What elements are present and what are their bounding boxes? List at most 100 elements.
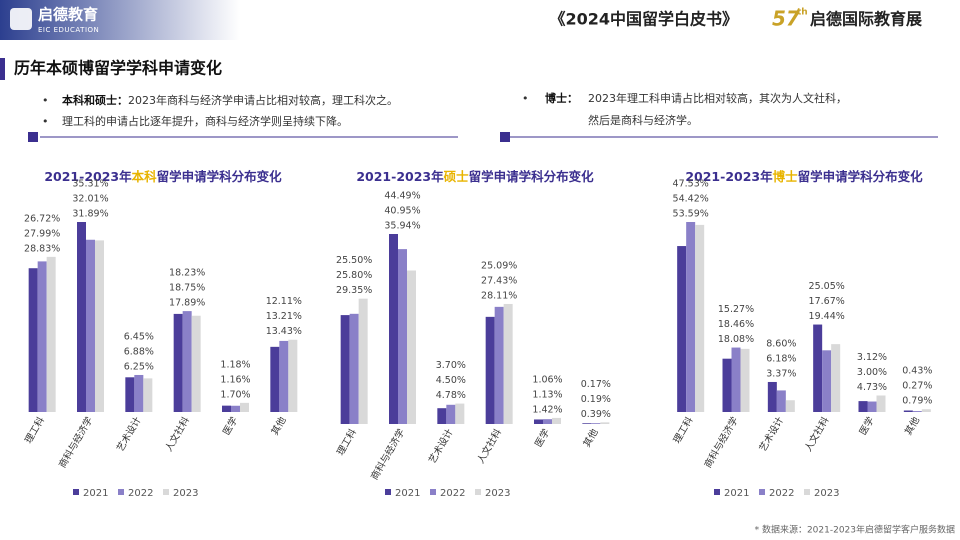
value-label: 6.88% bbox=[124, 346, 154, 357]
value-label: 6.45% bbox=[124, 331, 154, 342]
value-label: 17.67% bbox=[809, 296, 845, 307]
value-label: 6.18% bbox=[766, 353, 796, 364]
bar bbox=[389, 234, 398, 424]
chart-title-part: 2021-2023年 bbox=[356, 169, 444, 184]
value-label: 25.05% bbox=[809, 281, 845, 292]
bar bbox=[912, 411, 922, 412]
bar bbox=[876, 395, 886, 412]
legend-label: 2021 bbox=[83, 488, 108, 499]
value-label: 0.39% bbox=[581, 409, 611, 420]
chart-title-part: 博士 bbox=[773, 169, 799, 184]
legend-swatch bbox=[759, 489, 765, 495]
section-title: 历年本硕博留学学科申请变化 bbox=[14, 59, 222, 78]
chart-title-part: 2021-2023年 bbox=[44, 169, 132, 184]
chart-title-part: 留学申请学科分布变化 bbox=[798, 169, 924, 184]
bar bbox=[591, 423, 601, 424]
bar bbox=[270, 346, 280, 412]
bar bbox=[77, 222, 86, 412]
book-title: 《2024中国留学白皮书》 bbox=[549, 10, 738, 29]
bar bbox=[785, 400, 795, 412]
note-text: 然后是商科与经济学。 bbox=[588, 113, 698, 127]
bar bbox=[776, 390, 786, 412]
chart-title-part: 留学申请学科分布变化 bbox=[469, 169, 595, 184]
bullet: • bbox=[522, 92, 529, 105]
section-marker bbox=[0, 58, 5, 80]
legend-swatch bbox=[804, 489, 810, 495]
note-label: 本科和硕士： bbox=[62, 93, 128, 107]
legend-label: 2023 bbox=[485, 488, 510, 499]
value-label: 18.46% bbox=[718, 319, 754, 330]
value-label: 4.73% bbox=[857, 382, 887, 393]
value-label: 26.72% bbox=[24, 213, 60, 224]
chart-title-part: 2021-2023年 bbox=[685, 169, 773, 184]
logo-icon bbox=[10, 8, 32, 30]
bar bbox=[867, 401, 877, 412]
bar bbox=[37, 261, 47, 412]
divider-end bbox=[500, 132, 510, 142]
legend-label: 2021 bbox=[395, 488, 420, 499]
value-label: 3.37% bbox=[766, 368, 796, 379]
value-label: 27.99% bbox=[24, 228, 60, 239]
legend-swatch bbox=[475, 489, 481, 495]
value-label: 53.59% bbox=[673, 209, 709, 220]
chart-title: 2021-2023年博士留学申请学科分布变化 bbox=[685, 169, 923, 184]
logo-sub: EIC EDUCATION bbox=[38, 26, 99, 34]
bar bbox=[173, 313, 183, 412]
legend-swatch bbox=[714, 489, 720, 495]
value-label: 4.78% bbox=[436, 390, 466, 401]
bar bbox=[858, 401, 868, 412]
value-label: 1.18% bbox=[220, 359, 250, 370]
bar bbox=[340, 315, 350, 424]
bar bbox=[28, 268, 38, 412]
bar bbox=[182, 311, 192, 412]
value-label: 0.79% bbox=[902, 396, 932, 407]
note-text: 2023年商科与经济学申请占比相对较高，理工科次之。 bbox=[128, 93, 398, 107]
bar bbox=[222, 405, 231, 412]
value-label: 1.06% bbox=[532, 374, 562, 385]
note-label: 博士： bbox=[545, 91, 578, 105]
legend-label: 2022 bbox=[769, 488, 794, 499]
bar bbox=[731, 347, 741, 412]
bar bbox=[407, 270, 416, 424]
chart-title-part: 硕士 bbox=[444, 169, 470, 184]
bar bbox=[86, 239, 95, 412]
bar bbox=[503, 303, 513, 424]
bar bbox=[191, 315, 201, 412]
value-label: 3.00% bbox=[857, 367, 887, 378]
chart-title: 2021-2023年本科留学申请学科分布变化 bbox=[44, 169, 282, 184]
bar bbox=[677, 246, 687, 412]
legend-label: 2021 bbox=[724, 488, 749, 499]
legend-swatch bbox=[385, 489, 391, 495]
bar bbox=[686, 222, 696, 412]
note: 博士： 2023年理工科申请占比相对较高，其次为人文社科， bbox=[545, 91, 847, 105]
value-label: 17.89% bbox=[169, 298, 205, 309]
bar bbox=[695, 224, 705, 412]
bar bbox=[240, 402, 249, 412]
legend-label: 2022 bbox=[440, 488, 465, 499]
bar bbox=[921, 409, 931, 412]
chart-title-part: 留学申请学科分布变化 bbox=[157, 169, 283, 184]
header-bar bbox=[0, 0, 960, 40]
value-label: 4.50% bbox=[436, 375, 466, 386]
chart-title-part: 本科 bbox=[132, 169, 158, 184]
bar bbox=[600, 422, 610, 424]
bar bbox=[831, 344, 841, 412]
value-label: 54.42% bbox=[673, 194, 709, 205]
bar bbox=[822, 350, 832, 412]
value-label: 1.70% bbox=[220, 389, 250, 400]
logo: 启德教育 bbox=[38, 6, 98, 24]
value-label: 18.08% bbox=[718, 334, 754, 345]
bar bbox=[485, 316, 495, 424]
note: 本科和硕士：2023年商科与经济学申请占比相对较高，理工科次之。 bbox=[62, 93, 398, 107]
value-label: 18.75% bbox=[169, 283, 205, 294]
value-label: 31.89% bbox=[72, 209, 108, 220]
value-label: 1.42% bbox=[532, 404, 562, 415]
bullet: • bbox=[42, 94, 49, 107]
value-label: 12.11% bbox=[266, 296, 302, 307]
value-label: 18.23% bbox=[169, 268, 205, 279]
value-label: 0.19% bbox=[581, 394, 611, 405]
value-label: 13.21% bbox=[266, 311, 302, 322]
value-label: 6.25% bbox=[124, 361, 154, 372]
bar bbox=[358, 298, 368, 424]
